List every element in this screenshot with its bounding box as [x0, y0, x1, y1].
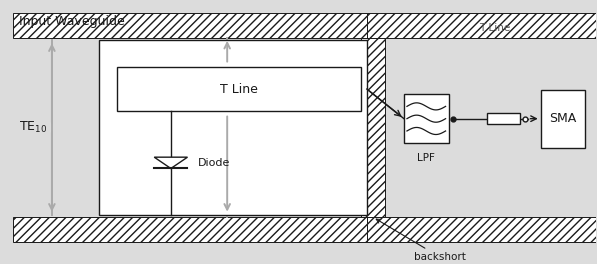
Bar	[487, 113, 520, 124]
Bar	[13, 13, 367, 38]
Text: LPF: LPF	[417, 153, 435, 163]
Bar	[13, 217, 367, 242]
Polygon shape	[154, 157, 187, 168]
Bar	[541, 90, 585, 148]
Text: Diode: Diode	[198, 158, 230, 168]
Bar	[100, 40, 367, 215]
Bar	[404, 94, 448, 143]
Text: Input Waveguide: Input Waveguide	[19, 15, 125, 28]
Text: T Line: T Line	[220, 83, 258, 96]
Text: backshort: backshort	[376, 219, 466, 262]
Text: $\mathregular{TE_{10}}$: $\mathregular{TE_{10}}$	[19, 120, 47, 135]
Bar	[117, 67, 361, 111]
Bar	[361, 38, 384, 217]
Text: T Line: T Line	[479, 23, 510, 33]
Text: SMA: SMA	[549, 112, 577, 125]
Bar	[367, 13, 596, 38]
Bar	[367, 217, 596, 242]
